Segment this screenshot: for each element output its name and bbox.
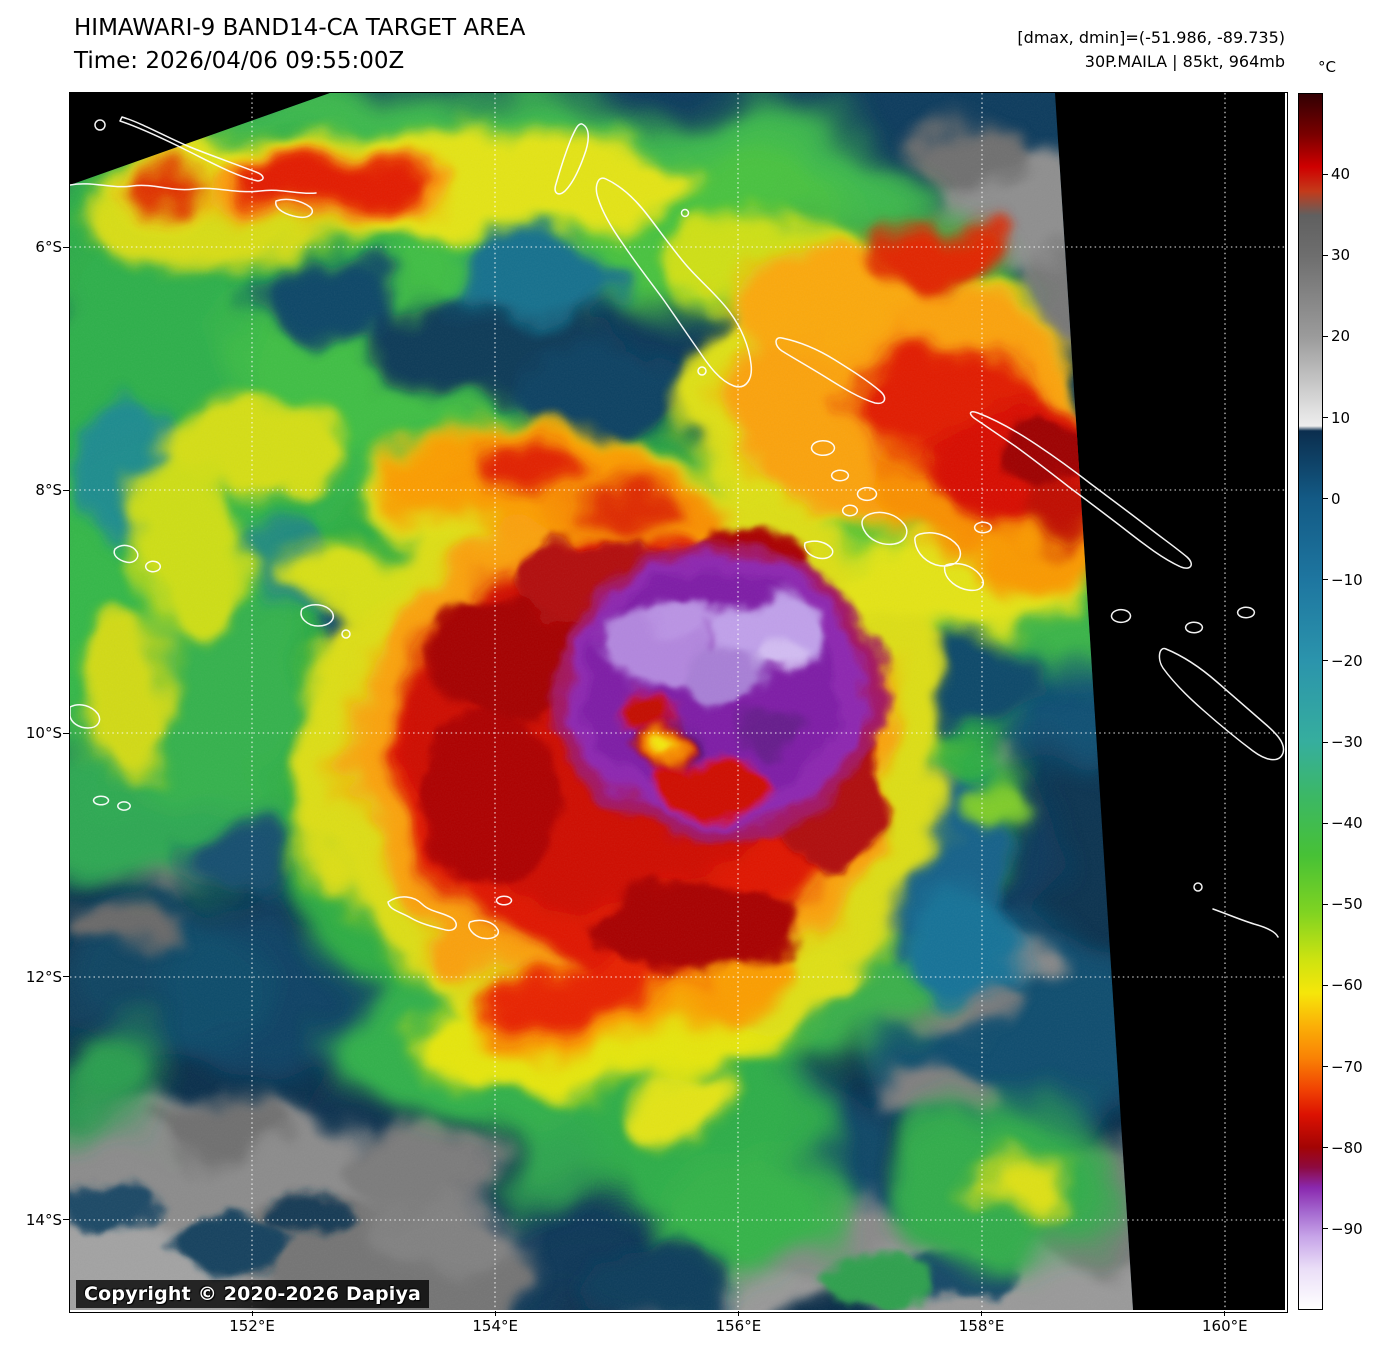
lon-tick-label: 160°E <box>1201 1317 1248 1335</box>
lat-tickmark <box>63 1219 69 1221</box>
lon-tick-label: 156°E <box>715 1317 762 1335</box>
lat-tick-label: 6°S <box>35 238 62 256</box>
colorbar-tick-label: −70 <box>1331 1057 1363 1076</box>
colorbar-tickmark <box>1323 498 1328 500</box>
colorbar-tick-label: −90 <box>1331 1219 1363 1238</box>
lat-tickmark <box>63 246 69 248</box>
lon-tick-label: 152°E <box>229 1317 275 1335</box>
colorbar-tickmark <box>1323 579 1328 581</box>
colorbar-tickmark <box>1323 1066 1328 1068</box>
coastlines <box>70 116 1285 940</box>
lat-tickmark <box>63 489 69 491</box>
colorbar-tickmark <box>1323 417 1328 419</box>
colorbar-tick-label: 10 <box>1331 408 1351 427</box>
colorbar-tick-label: 0 <box>1331 489 1341 508</box>
colorbar-tick-label: −10 <box>1331 570 1363 589</box>
lat-tickmark <box>63 732 69 734</box>
colorbar-tickmark <box>1323 903 1328 905</box>
lat-tick-label: 14°S <box>25 1210 62 1229</box>
colorbar-unit-label: °C <box>1318 58 1336 76</box>
satellite-imagery <box>70 93 1133 1310</box>
colorbar-tick-label: 20 <box>1331 327 1351 346</box>
colorbar-tickmark <box>1323 741 1328 743</box>
colorbar-tick-label: −60 <box>1331 976 1363 995</box>
colorbar-tick-label: −20 <box>1331 651 1363 670</box>
colorbar-tickmark <box>1323 1147 1328 1149</box>
colorbar-tick-label: 40 <box>1331 165 1351 184</box>
dmax-dmin-annotation: [dmax, dmin]=(-51.986, -89.735) <box>1017 28 1285 47</box>
satellite-map <box>70 93 1285 1310</box>
colorbar-tickmark <box>1323 335 1328 337</box>
lon-tickmark <box>251 1311 253 1316</box>
lon-tickmark <box>737 1311 739 1316</box>
title-block: HIMAWARI-9 BAND14-CA TARGET AREA Time: 2… <box>74 12 525 79</box>
lon-tick-label: 158°E <box>958 1317 1005 1335</box>
colorbar-tick-label: −30 <box>1331 733 1363 752</box>
lon-tickmark <box>1224 1311 1226 1316</box>
colorbar-tick-label: 30 <box>1331 246 1351 265</box>
figure-title: HIMAWARI-9 BAND14-CA TARGET AREA <box>74 15 526 41</box>
colorbar-tickmark <box>1323 1228 1328 1230</box>
colorbar-tick-label: −40 <box>1331 814 1363 833</box>
lat-tick-label: 8°S <box>35 481 62 500</box>
annotation-block: [dmax, dmin]=(-51.986, -89.735) 30P.MAIL… <box>1017 26 1285 74</box>
lon-tickmark <box>494 1311 496 1316</box>
colorbar-tickmark <box>1323 660 1328 662</box>
storm-info-annotation: 30P.MAILA | 85kt, 964mb <box>1084 52 1285 71</box>
figure-time: Time: 2026/04/06 09:55:00Z <box>74 48 405 75</box>
lon-tickmark <box>981 1311 983 1316</box>
colorbar-tickmark <box>1323 254 1328 256</box>
lon-tick-label: 154°E <box>472 1317 518 1335</box>
lat-tick-label: 10°S <box>25 724 62 743</box>
lat-tick-label: 12°S <box>25 967 62 986</box>
lat-tickmark <box>63 976 69 978</box>
colorbar-tickmark <box>1323 984 1328 986</box>
copyright-watermark: Copyright © 2020-2026 Dapiya <box>76 1280 430 1308</box>
colorbar-tickmark <box>1323 822 1328 824</box>
colorbar-tick-label: −50 <box>1331 895 1363 914</box>
colorbar-tick-label: −80 <box>1331 1138 1363 1157</box>
colorbar-gradient <box>1298 93 1323 1310</box>
gridlines <box>70 93 1285 1310</box>
colorbar-tickmark <box>1323 173 1328 175</box>
